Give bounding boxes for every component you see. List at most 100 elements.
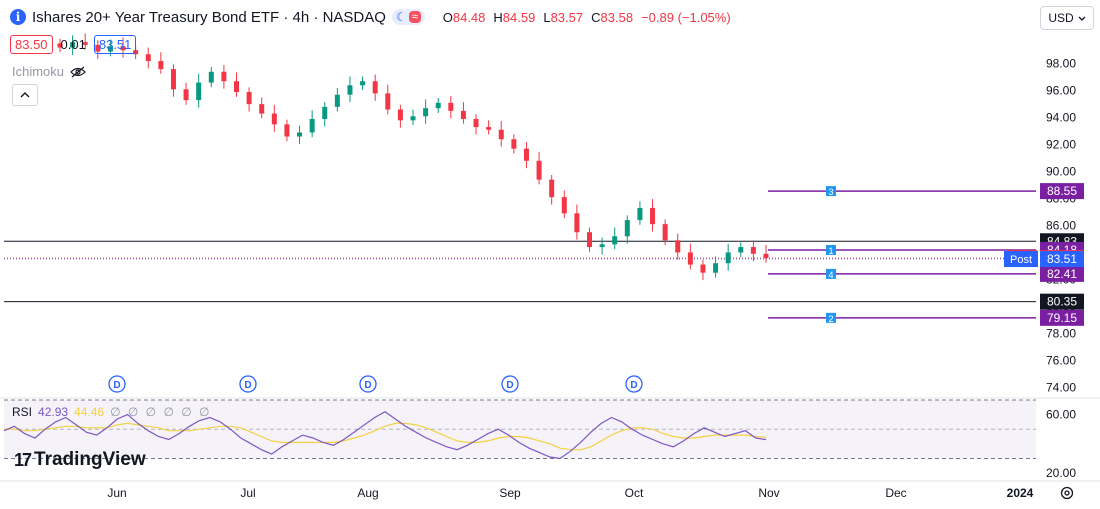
candle [662,219,668,246]
chart-settings-icon[interactable] [1060,486,1074,503]
x-tick-label: Oct [625,486,644,500]
candle [725,243,731,271]
currency-select[interactable]: USD [1040,6,1094,30]
annotation-marker [826,245,836,256]
symbol-title[interactable]: Ishares 20+ Year Treasury Bond ETF · 4h … [32,8,386,26]
symbol-logo-icon: i [10,9,26,25]
candle-body [70,42,76,48]
candle [309,110,315,138]
candle-body [170,69,176,90]
candle-body [95,44,101,52]
annotation-price-badge [1040,183,1084,200]
brand-name: TradingView [34,449,146,470]
collapse-legend-button[interactable] [12,84,38,106]
candle-body [208,71,214,83]
x-tick-label: Dec [885,486,906,500]
ask-button[interactable]: 83.51 [93,35,137,54]
candle [221,65,227,89]
rsi-tick-label: 60.00 [1046,408,1076,422]
y-tick-label: 92.00 [1046,138,1076,152]
candle [183,82,189,105]
candle [448,96,454,119]
candle [271,104,277,132]
annotation-marker [826,268,836,279]
candle [360,76,366,90]
candle [158,52,164,74]
candle-body [675,240,681,253]
annotation-price-badge [1040,309,1084,326]
rsi-placeholders: ∅ ∅ ∅ ∅ ∅ ∅ [110,405,212,419]
rsi-label: RSI [12,405,33,419]
candle [700,259,706,281]
candle [498,121,504,147]
candle-body [624,220,630,237]
candle [120,37,126,58]
candle-body [246,92,252,105]
candle-body [511,139,517,149]
bid-button[interactable]: 83.50 [10,35,53,54]
y-tick-label: 94.00 [1046,111,1076,125]
candle-body [486,127,492,130]
x-tick-label: 2024 [1007,486,1034,500]
x-tick-label: Jun [107,486,126,500]
eye-hidden-icon[interactable] [70,66,86,78]
candle [738,242,744,258]
annotation-marker-label: 1 [828,246,833,256]
rsi-value: 42.93 [38,405,69,419]
annotation-marker [826,186,836,197]
candle-body [120,46,126,51]
post-badge [1004,251,1038,268]
session-pill[interactable]: ☾ ≈ [391,9,425,25]
candle [145,47,151,69]
chevron-up-icon [20,92,30,98]
currency-label: USD [1048,11,1074,25]
candle [82,33,88,50]
x-tick-label: Aug [357,486,378,500]
candle [536,152,542,185]
candle [170,64,176,97]
dividend-marker [108,375,126,393]
post-price-badge [1040,251,1084,268]
candle [574,204,580,240]
candle-body [498,129,504,140]
candle-body [574,213,580,233]
candle [511,134,517,154]
dividend-marker-label: D [113,380,120,391]
candle [624,215,630,244]
rsi-line [3,410,767,460]
candle [675,233,681,260]
dividend-marker [501,375,519,393]
candle-body [347,85,353,95]
annotation-price-badge [1040,265,1084,282]
candle [523,141,529,169]
tradingview-logo[interactable]: 17 TradingView [14,449,146,471]
candle-body [612,236,618,245]
candle [713,256,719,278]
candle [750,240,756,262]
x-tick-label: Sep [499,486,521,500]
candle-body [372,81,378,94]
candle [549,174,555,205]
candle-body [750,247,756,254]
rsi-legend[interactable]: RSI 42.93 44.46 ∅ ∅ ∅ ∅ ∅ ∅ [12,405,211,419]
dividend-marker-label: D [364,380,371,391]
price-change: −0.89 (−1.05%) [641,9,731,25]
candle-body [713,263,719,273]
candle-body [435,102,441,109]
post-badge-label: Post [1010,254,1032,266]
wave-icon: ≈ [408,11,421,23]
candle-body [448,102,454,111]
candle-body [284,124,290,137]
candle-body [259,104,265,114]
candle-body [309,118,315,133]
candle [435,98,441,113]
y-tick-label: 90.00 [1046,165,1076,179]
dividend-marker [625,375,643,393]
rsi-ma-value: 44.46 [74,405,105,419]
candle-body [549,179,555,198]
indicator-legend[interactable]: Ichimoku [12,64,86,79]
ohlc-readout: O84.48 H84.59 L83.57 C83.58 −0.89 (−1.05… [442,9,731,25]
annotation-price-label: 88.55 [1047,184,1077,198]
candle [284,119,290,142]
